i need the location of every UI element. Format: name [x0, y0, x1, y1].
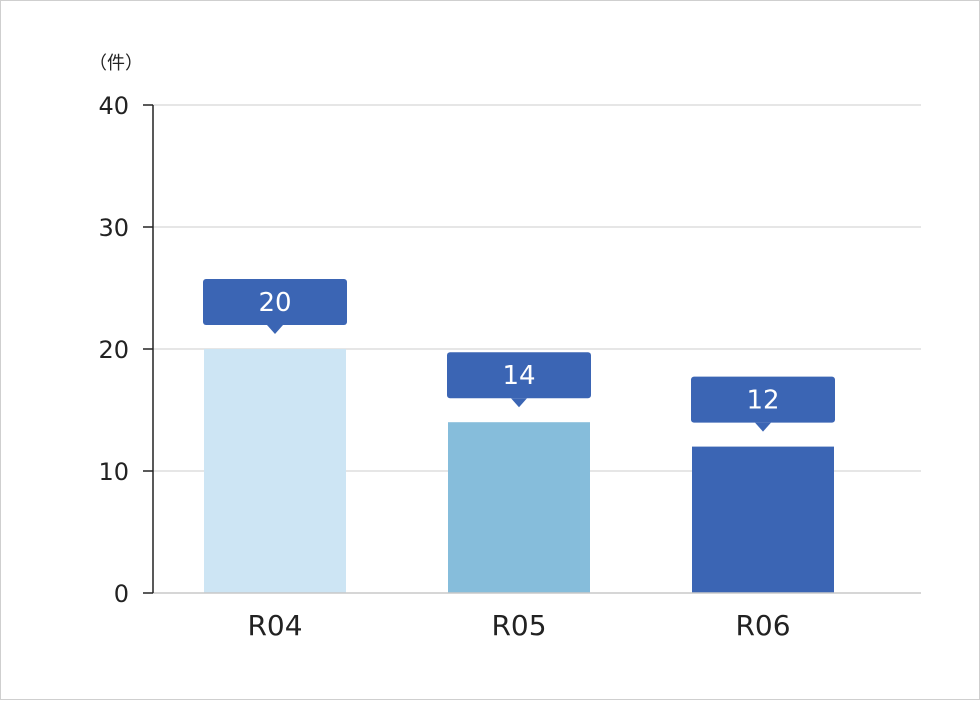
x-tick-label: R06	[735, 609, 790, 642]
data-label: 12	[746, 386, 779, 416]
y-tick-label: 10	[98, 458, 129, 486]
data-label-pointer	[267, 325, 283, 334]
bar-R04	[204, 349, 346, 593]
data-labels: 20 14 12	[203, 279, 835, 432]
y-tick-label: 40	[98, 92, 129, 120]
data-label-box	[203, 279, 347, 325]
y-tick-label: 20	[98, 336, 129, 364]
data-label-box	[691, 376, 835, 423]
bars	[204, 349, 834, 593]
y-unit-label: （件）	[89, 53, 143, 74]
data-label-pointer	[511, 398, 527, 408]
axes: 0 10 20 30 40 R04 R05 R06	[98, 92, 921, 642]
bar-R06	[692, 446, 834, 593]
data-label: 20	[258, 288, 291, 318]
x-tick-label: R05	[491, 609, 546, 642]
y-tick-label: 0	[114, 580, 129, 608]
data-label-pointer	[755, 422, 771, 432]
data-label: 14	[502, 361, 535, 391]
y-tick-label: 30	[98, 214, 129, 242]
data-label-box	[447, 352, 591, 399]
x-tick-label: R04	[247, 609, 302, 642]
bar-R05	[448, 422, 590, 593]
